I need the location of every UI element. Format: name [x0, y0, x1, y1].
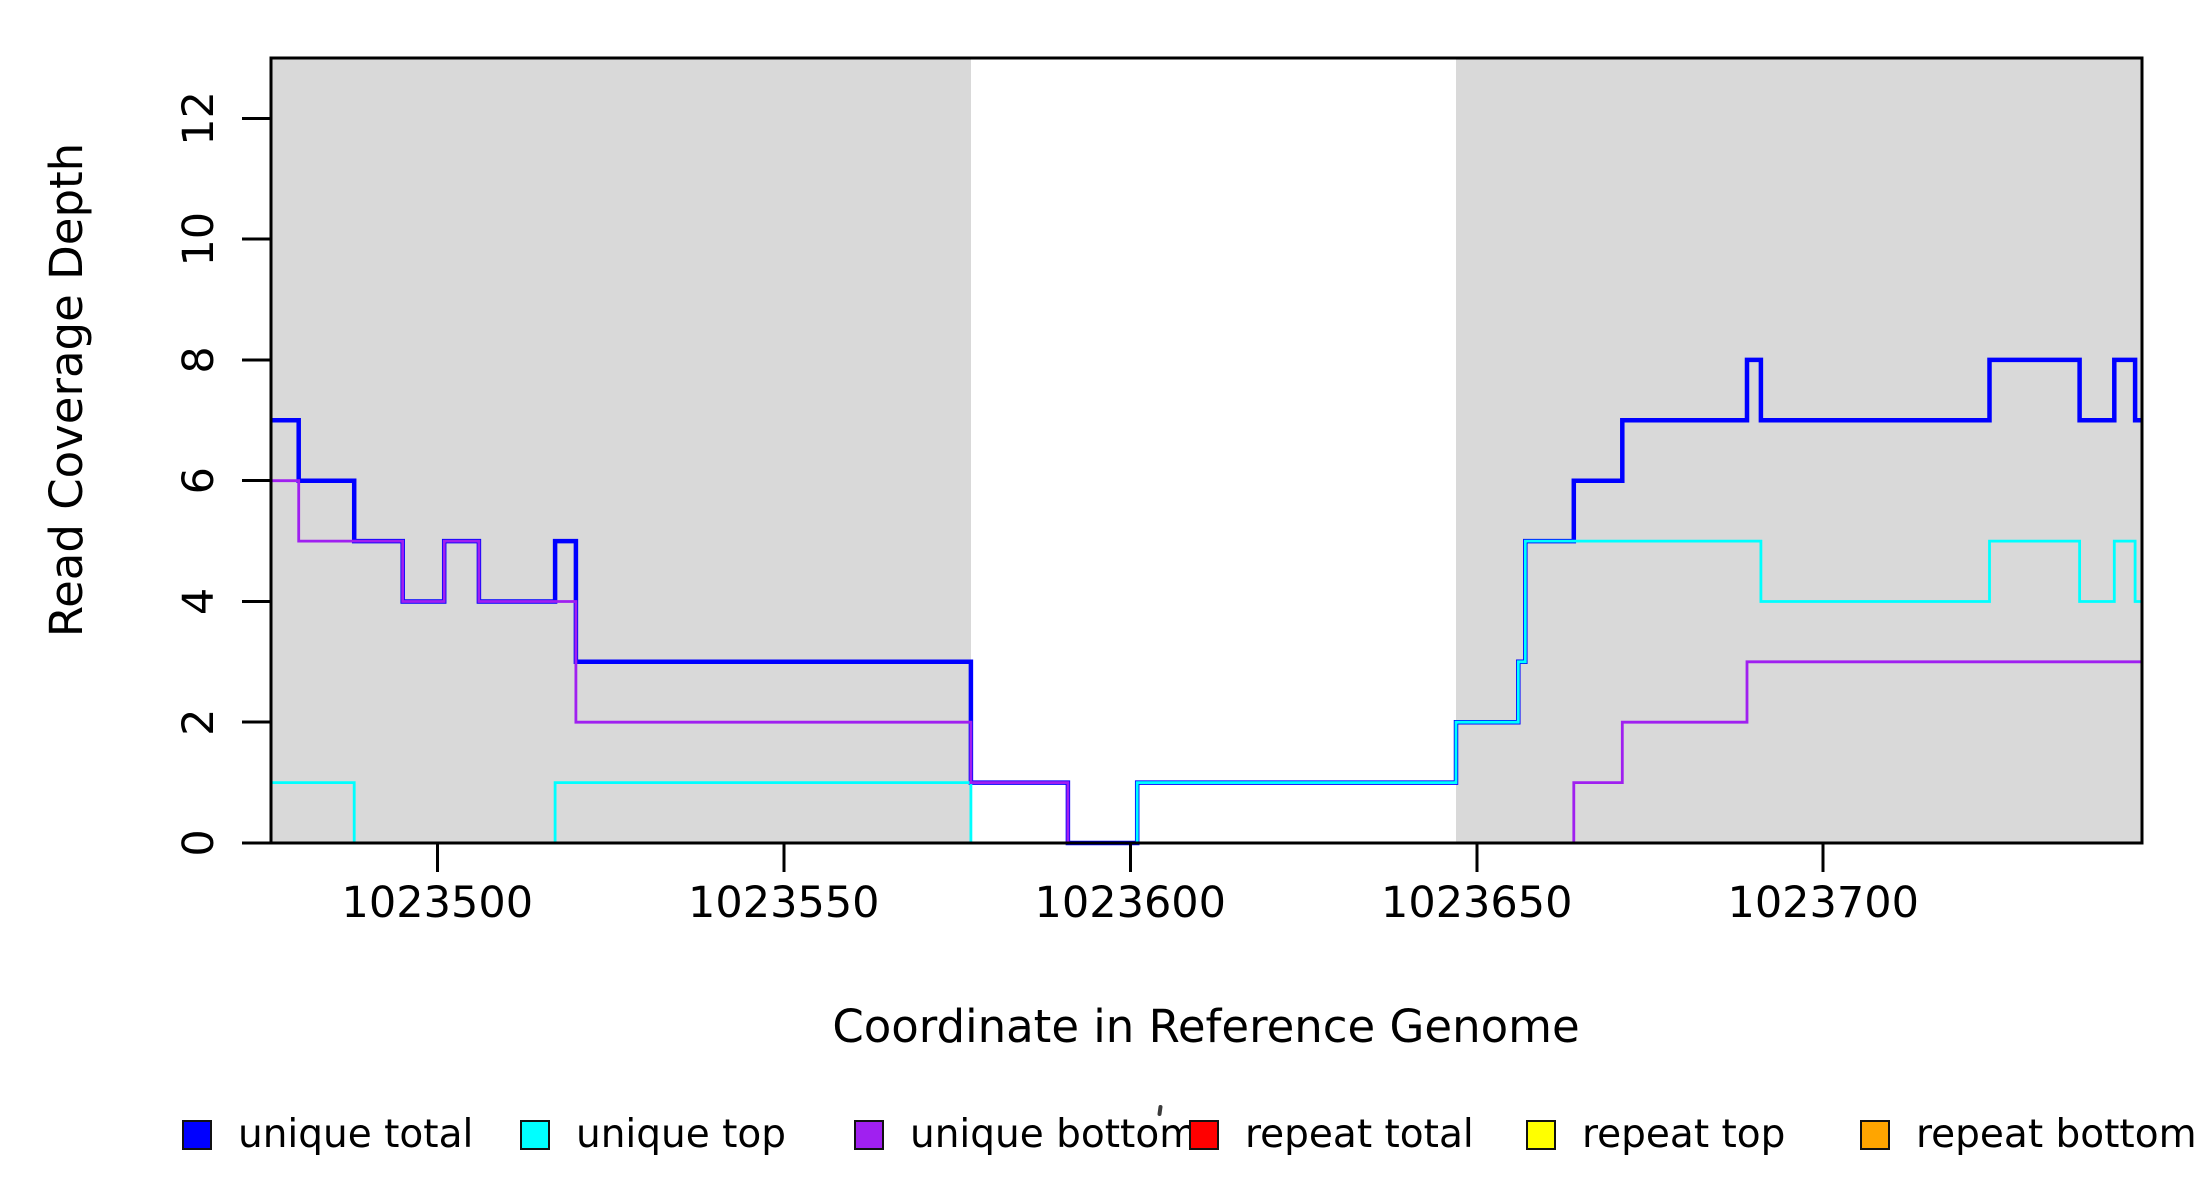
series-line-unique-top — [271, 539, 2142, 845]
y-tick-label: 2 — [174, 709, 224, 736]
y-axis-ticks: 0 2 4 6 8 10 12 — [174, 91, 270, 857]
x-axis-ticks: 1023500 1023550 1023600 1023650 1023700 — [342, 844, 1919, 928]
x-tick-label: 1023550 — [688, 878, 880, 928]
y-tick-label: 10 — [174, 212, 224, 267]
x-axis-title: Coordinate in Reference Genome — [832, 1000, 1579, 1053]
x-tick-label: 1023600 — [1035, 878, 1227, 928]
series-line-unique-bottom — [271, 479, 2142, 845]
y-tick-label: 6 — [174, 467, 224, 494]
y-tick-label: 0 — [174, 829, 224, 856]
y-tick-label: 4 — [174, 588, 224, 615]
shaded-region — [1455, 58, 2142, 843]
y-axis-title: Read Coverage Depth — [40, 143, 93, 637]
y-tick-label: 12 — [174, 91, 224, 146]
x-tick-label: 1023500 — [342, 878, 534, 928]
x-tick-label: 1023700 — [1727, 878, 1919, 928]
x-tick-label: 1023650 — [1381, 878, 1573, 928]
y-tick-label: 8 — [174, 346, 224, 373]
plot-border — [269, 56, 2144, 845]
shaded-regions — [271, 58, 2142, 843]
shaded-region — [271, 58, 971, 843]
